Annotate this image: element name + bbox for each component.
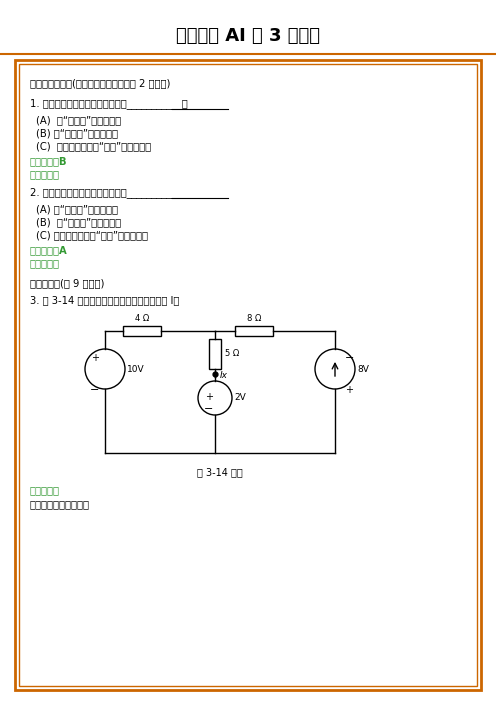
Text: 解：网孔电流如图所设: 解：网孔电流如图所设	[30, 499, 90, 509]
Text: +: +	[345, 385, 353, 395]
Text: −: −	[204, 404, 214, 414]
Text: 8V: 8V	[357, 364, 369, 373]
Bar	[209, 339, 221, 369]
Text: 8 Ω: 8 Ω	[247, 314, 261, 323]
Text: 正确答案：A: 正确答案：A	[30, 245, 68, 255]
Text: (B) 用“短路线”替代电压源: (B) 用“短路线”替代电压源	[36, 128, 118, 138]
Text: 3. 题 3-14 图示电路，试用网孔电流法求电流 I。: 3. 题 3-14 图示电路，试用网孔电流法求电流 I。	[30, 295, 180, 305]
Bar	[15, 60, 481, 690]
Text: 4 Ω: 4 Ω	[135, 314, 149, 323]
Text: 解答参考：: 解答参考：	[30, 258, 60, 268]
Text: 10V: 10V	[127, 364, 145, 373]
Text: (A)  用“断开线”替代电压源: (A) 用“断开线”替代电压源	[36, 115, 121, 125]
Text: 一、单项选择题(只有一个选项正确，共 2 道小题): 一、单项选择题(只有一个选项正确，共 2 道小题)	[30, 78, 170, 88]
Bar	[19, 64, 477, 686]
Text: Ix: Ix	[220, 371, 228, 380]
Text: 题 3-14 图：: 题 3-14 图：	[197, 467, 243, 477]
Text: 2V: 2V	[234, 394, 246, 402]
Text: 四、主观题(共 9 道小题): 四、主观题(共 9 道小题)	[30, 278, 104, 288]
Text: 正确答案：B: 正确答案：B	[30, 156, 67, 166]
Text: −: −	[345, 353, 354, 363]
Bar	[123, 326, 161, 336]
Text: 1. 在电路中将电压源置零，指的是___________。: 1. 在电路中将电压源置零，指的是___________。	[30, 98, 188, 109]
Text: (A) 用“断开线”替代电流源: (A) 用“断开线”替代电流源	[36, 204, 118, 214]
Text: 解答参考：: 解答参考：	[30, 169, 60, 179]
Bar	[235, 326, 273, 336]
Text: (C)  用数值不为零的“电阔”替代电压源: (C) 用数值不为零的“电阔”替代电压源	[36, 141, 151, 151]
Text: 5 Ω: 5 Ω	[225, 350, 239, 359]
Text: (B)  用“短路线”替代电流源: (B) 用“短路线”替代电流源	[36, 217, 121, 227]
Text: 电路分析 AI 第 3 次作业: 电路分析 AI 第 3 次作业	[176, 27, 320, 45]
Text: 参考答案：: 参考答案：	[30, 485, 60, 495]
Text: −: −	[90, 385, 100, 395]
Text: (C) 用数值不为零的“电阔”替代电流源: (C) 用数值不为零的“电阔”替代电流源	[36, 230, 148, 240]
Text: +: +	[91, 353, 99, 363]
Text: 2. 在电路中将电流源置零，指的是___________: 2. 在电路中将电流源置零，指的是___________	[30, 187, 182, 198]
Text: +: +	[205, 392, 213, 402]
